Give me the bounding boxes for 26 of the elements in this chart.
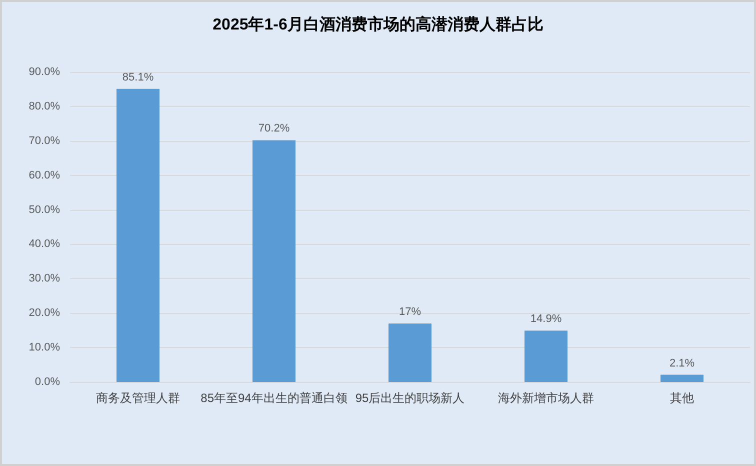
y-tick-label: 20.0% [28, 307, 60, 320]
bar [252, 140, 296, 382]
x-tick-label: 其他 [670, 391, 694, 405]
x-tick-label: 商务及管理人群 [96, 391, 180, 405]
data-label: 2.1% [669, 357, 695, 370]
bar [388, 323, 432, 382]
data-label: 17% [398, 306, 422, 318]
bar [524, 330, 568, 382]
data-label: 85.1% [122, 71, 154, 84]
x-tick-label: 85年至94年出生的普通白领 [200, 391, 348, 405]
y-tick-label: 40.0% [28, 238, 60, 250]
data-label: 14.9% [530, 313, 562, 326]
y-tick-label: 60.0% [28, 169, 60, 182]
x-tick-label: 95后出生的职场新人 [355, 391, 465, 405]
bar [116, 88, 160, 382]
data-label: 70.2% [258, 122, 290, 135]
chart-title: 2025年1-6月白酒消费市场的高潜消费人群占比 [212, 14, 544, 34]
y-tick-label: 80.0% [28, 100, 60, 112]
bar [660, 374, 704, 382]
y-tick-label: 90.0% [28, 66, 60, 78]
x-tick-label: 海外新增市场人群 [498, 391, 594, 405]
y-tick-label: 0.0% [34, 376, 60, 388]
y-tick-label: 50.0% [28, 204, 60, 216]
y-tick-label: 30.0% [28, 272, 60, 285]
y-tick-label: 70.0% [28, 134, 60, 147]
y-tick-label: 10.0% [28, 342, 60, 354]
